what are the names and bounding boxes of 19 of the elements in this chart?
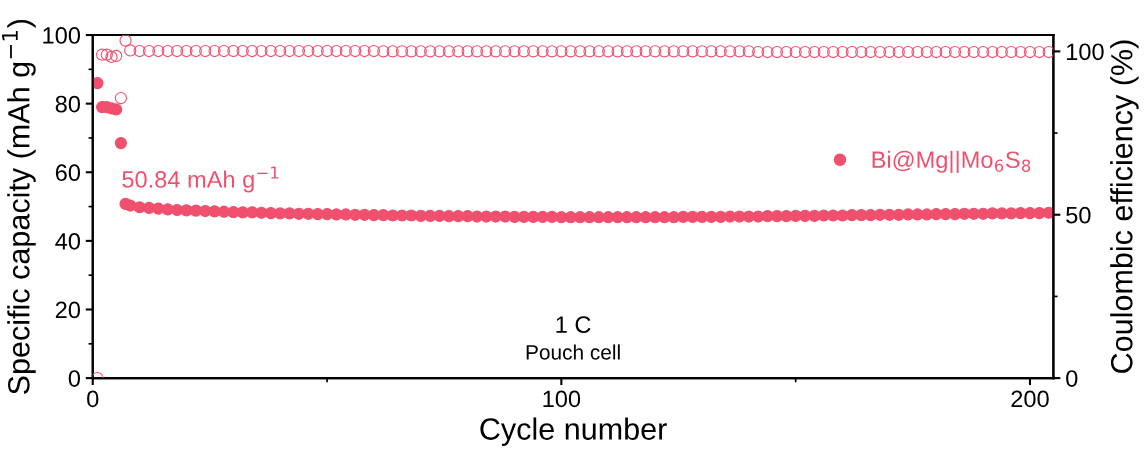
y-axis-title: Specific capacity (mAh g$^{−1}$): [2, 19, 36, 395]
y2-tick-label: 0: [1066, 370, 1078, 387]
x-axis-title: Cycle number: [480, 417, 667, 446]
x-tick-label: 100: [543, 390, 581, 408]
y-tick-label: 40: [55, 232, 81, 250]
x-tick-label: 200: [1011, 390, 1049, 408]
x-tick-label: 0: [87, 390, 99, 408]
legend-label: Bi@Mg||Mo$_{6}$S$_{8}$: [872, 150, 1031, 173]
annotation: 1 C: [556, 316, 591, 333]
y-tick-label: 100: [43, 27, 81, 44]
y-tick-label: 80: [55, 95, 81, 113]
y-tick-label: 0: [68, 370, 81, 387]
y2-tick-label: 100: [1067, 43, 1104, 61]
y2-axis-title: Coulombic efficiency (%): [1110, 40, 1139, 373]
y-tick-label: 60: [55, 164, 81, 182]
annotation: 50.84 mAh g$^{−1}$: [122, 166, 279, 193]
y-tick-label: 20: [55, 301, 81, 319]
annotation: Pouch cell: [526, 344, 620, 360]
y2-tick-label: 50: [1066, 206, 1091, 224]
